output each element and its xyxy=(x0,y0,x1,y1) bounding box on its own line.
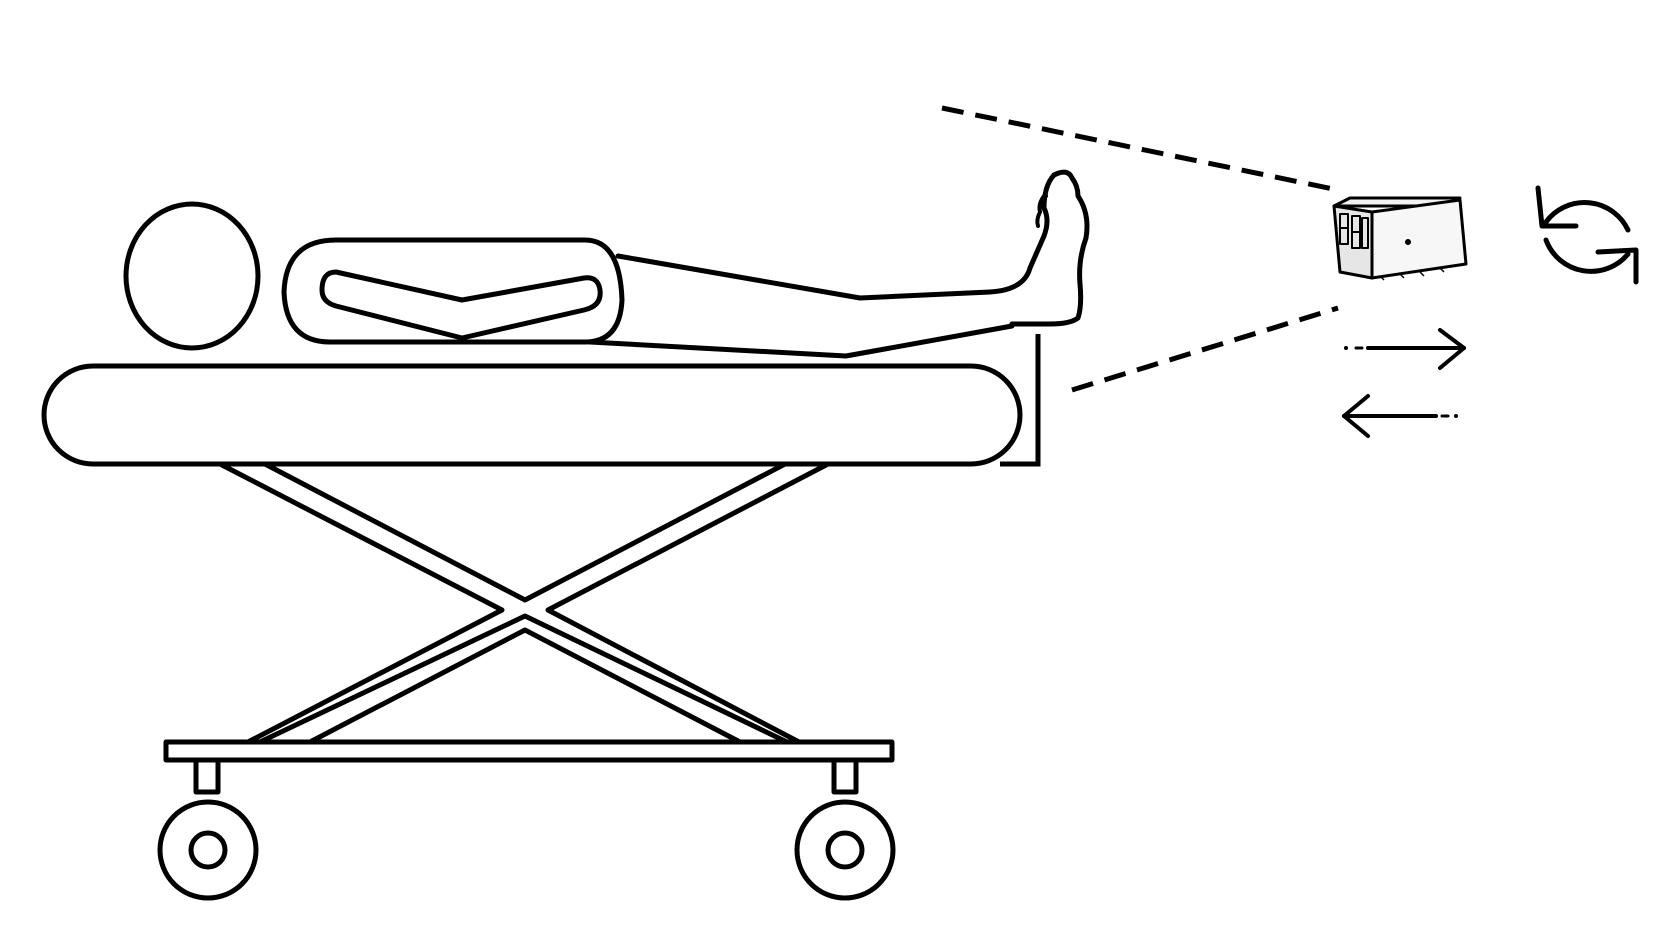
stretcher xyxy=(41,363,1023,901)
patient-toes xyxy=(1035,178,1052,228)
fov-lower-line xyxy=(1071,305,1339,393)
patient-head xyxy=(123,201,261,351)
stretcher-base-bar xyxy=(163,739,895,763)
camera-side-face xyxy=(1370,198,1468,280)
camera-edge-details xyxy=(1379,267,1445,281)
camera-lens-dot xyxy=(1405,239,1411,245)
stretcher-scissor-top-triangle xyxy=(262,461,788,603)
patient-arm xyxy=(319,269,603,341)
patient-leg-upper xyxy=(615,172,1057,301)
fov-upper-line xyxy=(941,105,1339,193)
wheel-stem-left xyxy=(193,757,221,795)
stretcher-mattress xyxy=(41,363,1023,467)
wheel-right-hub xyxy=(825,830,865,870)
foot-support-plate xyxy=(1000,334,1041,467)
wheel-stem-right xyxy=(831,757,859,795)
stretcher-scissor-frame xyxy=(217,461,831,745)
wheel-left-hub xyxy=(188,830,228,870)
depth-camera-device xyxy=(1332,196,1468,281)
move-forward-arrow xyxy=(1344,328,1466,370)
patient xyxy=(123,169,1090,359)
rotate-icon xyxy=(1535,185,1639,285)
camera-field-of-view xyxy=(941,105,1339,393)
move-backward-arrow xyxy=(1342,394,1458,438)
wheel-left xyxy=(157,799,259,901)
patient-leg-lower xyxy=(587,323,1015,359)
patient-foot xyxy=(1009,169,1090,327)
patient-torso xyxy=(281,237,625,345)
wheel-right xyxy=(794,799,896,901)
camera-ports xyxy=(1339,213,1369,249)
